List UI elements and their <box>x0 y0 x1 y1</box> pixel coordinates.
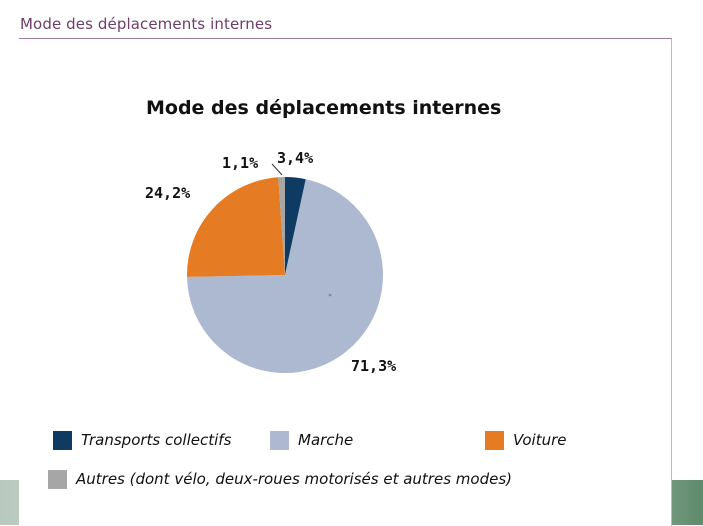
data-label-voiture: 24,2% <box>145 184 190 202</box>
pie-center-dot <box>328 293 332 297</box>
pie-slices <box>187 176 384 374</box>
page-title: Mode des déplacements internes <box>20 15 273 33</box>
legend-label: Transports collectifs <box>81 431 232 449</box>
legend-swatch <box>53 431 72 450</box>
legend-label: Autres (dont vélo, deux-roues motorisés … <box>75 470 512 488</box>
pie-slice-transports-collectifs <box>285 177 306 275</box>
data-label-marche: 71,3% <box>351 357 396 375</box>
legend-label: Voiture <box>513 431 567 449</box>
legend-swatch <box>270 431 289 450</box>
legend-swatch <box>48 470 67 489</box>
legend-item-voiture: Voiture <box>485 431 567 450</box>
legend-item-autres: Autres (dont vélo, deux-roues motorisés … <box>48 470 512 489</box>
legend-item-transports-collectifs: Transports collectifs <box>53 431 232 450</box>
chart-title: Mode des déplacements internes <box>146 97 501 119</box>
leader-line-autres <box>271 163 283 176</box>
pie-slice-autres <box>278 176 285 275</box>
pie-slice-voiture <box>187 177 285 277</box>
legend: Transports collectifs Marche Voiture Autres… <box>48 431 567 489</box>
pie-labels: 3,4% 71,3% 24,2% 1,1% <box>145 149 396 375</box>
pie-chart: Mode des déplacements internes 3,4% 71,3%… <box>48 97 567 489</box>
chart-panel: Mode des déplacements internes 3,4% 71,3%… <box>19 38 672 526</box>
pie-slice-marche <box>187 179 384 374</box>
legend-swatch <box>485 431 504 450</box>
legend-item-marche: Marche <box>270 431 353 450</box>
data-label-transports-collectifs: 3,4% <box>277 149 313 167</box>
legend-label: Marche <box>298 431 353 449</box>
data-label-autres: 1,1% <box>222 154 258 172</box>
